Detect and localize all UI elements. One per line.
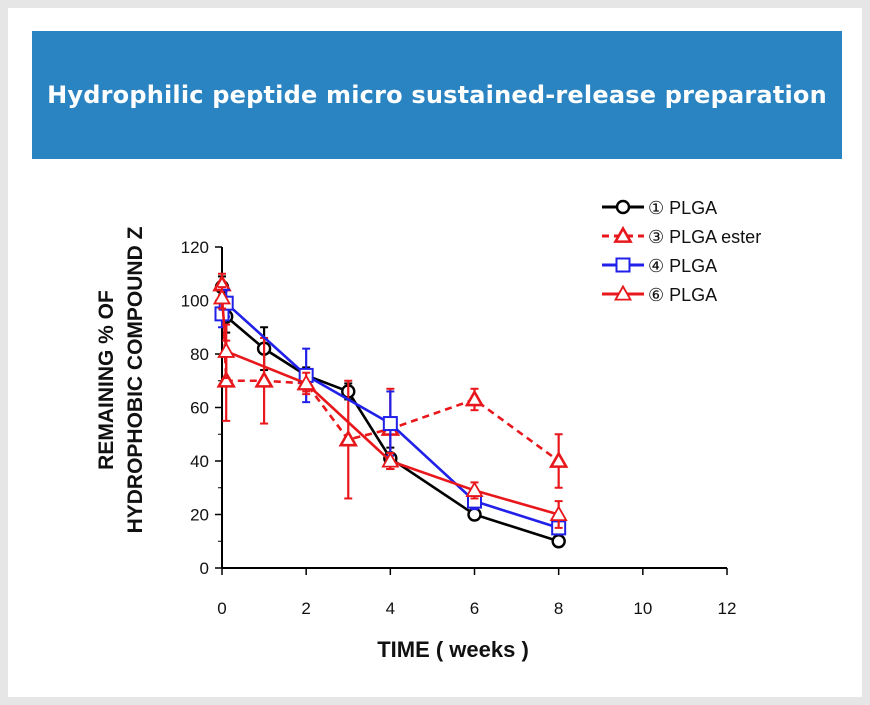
x-tick-label: 4 [386,599,395,618]
data-point [551,534,566,549]
x-tick-label: 0 [217,599,226,618]
data-point [297,374,316,390]
legend-item: ⑥ PLGA [602,284,717,305]
page-title: Hydrophilic peptide micro sustained-rele… [47,81,827,109]
x-axis-title: TIME ( weeks ) [377,637,529,662]
y-tick-label: 60 [190,399,209,418]
y-axis-title-line2: HYDROPHOBIC COMPOUND Z [124,226,147,533]
legend-label: ① PLGA [648,198,717,218]
chart-legend: ① PLGA ③ PLGA ester ④ PLGA ⑥ PLGA [602,198,761,305]
data-point [338,429,358,447]
y-tick-label: 100 [181,292,209,311]
data-point [212,288,232,305]
x-tick-label: 6 [470,599,479,618]
legend-marker [613,284,633,301]
legend-label: ⑥ PLGA [648,285,717,305]
data-point [465,481,484,497]
y-tick-label: 0 [200,559,209,578]
chart-series [212,272,569,549]
x-tick-label: 2 [301,599,310,618]
legend-item: ③ PLGA ester [602,225,761,247]
y-tick-label: 120 [181,238,209,257]
data-point [549,505,568,522]
data-point [254,370,274,388]
x-tick-label: 12 [718,599,737,618]
data-point [381,451,400,468]
data-point [467,507,482,522]
legend-item: ① PLGA [602,198,717,218]
data-point [217,342,236,358]
legend-label: ③ PLGA ester [648,227,761,247]
data-point [382,416,398,432]
series-line [220,284,560,463]
x-tick-label: 10 [633,599,652,618]
series-line [220,286,560,543]
legend-marker [615,257,631,273]
legend-item: ④ PLGA [602,256,717,276]
legend-marker [615,199,631,215]
y-tick-label: 40 [190,452,209,471]
chart-axes: 0 20 40 60 80 100 120 0 2 4 6 8 10 12 [181,238,737,618]
series-3 [212,286,568,529]
legend-label: ④ PLGA [648,256,717,276]
header-banner: Hydrophilic peptide micro sustained-rele… [32,31,842,159]
y-tick-label: 80 [190,345,209,364]
y-tick-label: 20 [190,506,209,525]
series-line [220,297,560,516]
data-point [548,450,569,468]
y-axis-title-line1: REMAINING % OF [95,290,118,470]
data-point [464,389,485,407]
legend-marker [613,225,633,243]
data-point [216,370,236,388]
x-tick-label: 8 [554,599,563,618]
